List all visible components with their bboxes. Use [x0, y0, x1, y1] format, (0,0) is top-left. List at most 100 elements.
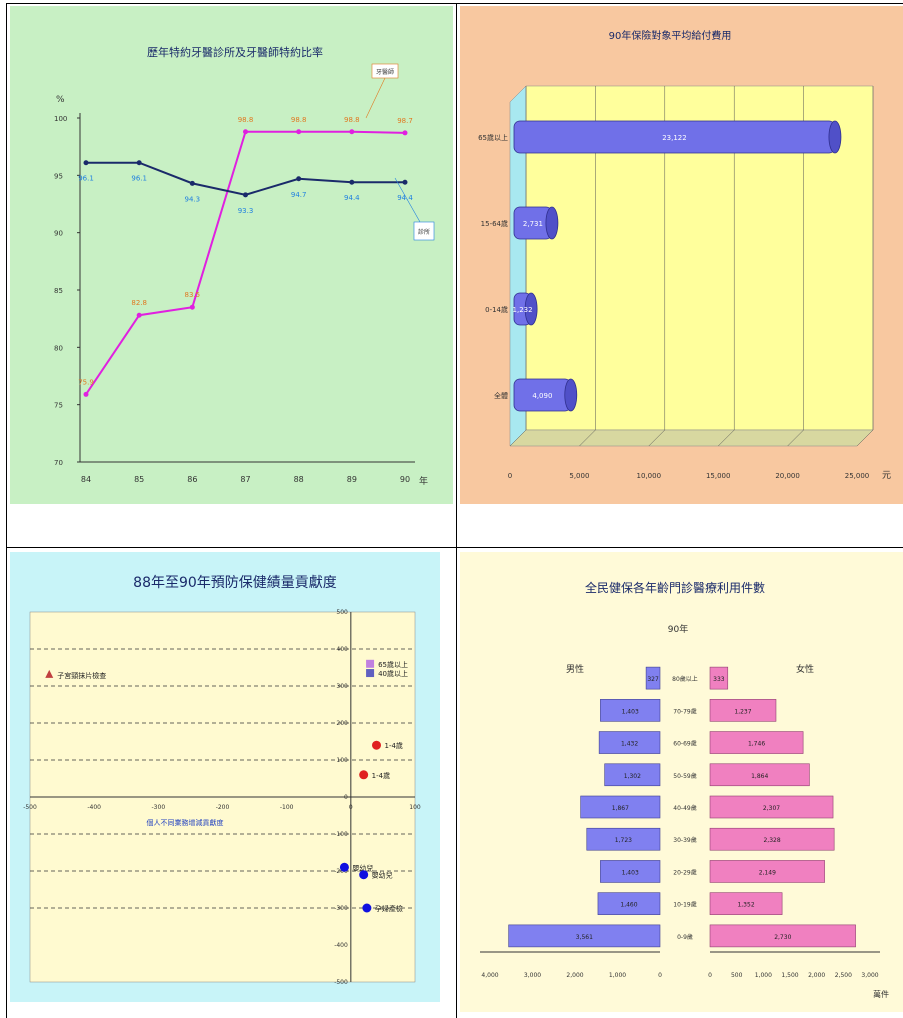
- scatter-y-tick-label: 100: [336, 757, 348, 764]
- pyramid-female-bar: [709, 666, 729, 690]
- pyramid-female-bar: [709, 892, 783, 915]
- line-point: [136, 160, 142, 166]
- scatter-point: [362, 903, 372, 913]
- scatter-chart-title: 88年至90年預防保健績量貢獻度: [133, 575, 337, 591]
- pyramid-female-bar: [709, 763, 810, 787]
- hbar-chart-xunit: 元: [882, 471, 891, 481]
- line-data-label: 98.7: [397, 117, 413, 125]
- line-data-label: 98.8: [238, 116, 254, 124]
- hbar-data-label: 1,232: [513, 306, 533, 314]
- pyramid-chart-title: 全民健保各年齡門診醫療利用件數: [585, 580, 765, 595]
- line-data-label: 94.4: [344, 194, 360, 202]
- pyramid-male-bar: [598, 731, 661, 754]
- line-data-label: 93.3: [238, 207, 254, 215]
- line-chart-y-tick-label: 100: [54, 115, 67, 123]
- pyramid-female-bar: [709, 731, 804, 754]
- scatter-y-tick-label: -100: [334, 831, 348, 838]
- pyramid-male-bar: [508, 924, 661, 948]
- hbar-data-label: 4,090: [532, 392, 552, 400]
- pyramid-male-bar: [600, 699, 661, 722]
- hbar-category-label: 全體: [494, 391, 508, 400]
- scatter-y-tick-label: -200: [334, 868, 348, 875]
- hbar-floor: [509, 429, 874, 447]
- scatter-point: [359, 770, 369, 780]
- pyramid-female-label: 2,149: [759, 869, 776, 876]
- frame-left-border: [6, 3, 7, 1018]
- line-point: [402, 130, 408, 136]
- pyramid-female-label: 2,730: [774, 934, 791, 941]
- scatter-point: [366, 659, 375, 668]
- line-chart-ylabel: %: [56, 95, 65, 105]
- pyramid-age-label: 60-69歲: [673, 740, 696, 748]
- hbar-chart: 90年保險對象平均給付費用 23,122 2,731 1,232 4,090 0 5,0…: [478, 29, 891, 481]
- line-point: [136, 312, 142, 318]
- line-chart-y-tick-label: 75: [54, 402, 63, 410]
- pyramid-female-label: 2,328: [763, 837, 780, 844]
- pyramid-right-tick-label: 1,000: [755, 972, 772, 979]
- line-chart-panel: 歷年特約牙醫診所及牙醫師特約比率 % 年 100 95 90 85 80 75 70 84 85…: [10, 6, 453, 504]
- pyramid-female-bar: [709, 699, 777, 722]
- line-point: [243, 129, 248, 135]
- scatter-x-tick-label: -200: [216, 804, 230, 811]
- hbar-x-tick-label: 10,000: [637, 472, 662, 480]
- line-chart: 歷年特約牙醫診所及牙醫師特約比率 % 年 100 95 90 85 80 75 70 84 85…: [54, 45, 435, 487]
- pyramid-male-bar: [597, 892, 661, 915]
- line-point: [349, 179, 355, 185]
- line-data-label: 96.1: [78, 175, 94, 183]
- legend-box-series-2: [413, 221, 435, 241]
- pyramid-age-label: 30-39歲: [673, 836, 696, 844]
- scatter-x-tick-label: 0: [349, 804, 353, 811]
- pyramid-right-label: 女性: [796, 663, 814, 675]
- pyramid-chart-subtitle: 90年: [668, 623, 688, 635]
- scatter-y-tick-label: 300: [336, 683, 348, 690]
- pyramid-male-label: 1,432: [621, 741, 638, 748]
- pyramid-xunit: 萬件: [873, 989, 889, 999]
- pyramid-left-tick-label: 2,000: [566, 972, 583, 979]
- scatter-x-tick-label: 100: [409, 804, 421, 811]
- hbar-floor-gridline: [718, 429, 735, 447]
- pyramid-age-label: 70-79歲: [673, 707, 696, 715]
- line-data-label: 98.8: [291, 116, 307, 124]
- line-chart-y-tick-label: 70: [54, 459, 63, 467]
- pyramid-female-bar: [709, 827, 835, 851]
- legend-leader-series-1: [365, 77, 386, 119]
- line-chart-x-tick-label: 84: [81, 475, 91, 484]
- pyramid-female-label: 1,746: [748, 741, 765, 748]
- scatter-x-tick-label: -500: [23, 804, 37, 811]
- scatter-chart-note: 個人不同業務增減貢獻度: [147, 818, 224, 827]
- scatter-point-label: 孕婦產檢: [375, 904, 403, 913]
- hbar-bar-cap: [545, 206, 559, 240]
- hbar-data-label: 23,122: [662, 134, 687, 142]
- pyramid-female-label: 1,237: [734, 708, 751, 715]
- line-chart-xlabel: 年: [419, 475, 428, 487]
- pyramid-chart-panel: 全民健保各年齡門診醫療利用件數 90年 男性 女性 327 333 80歲以上 1,4…: [460, 552, 903, 1012]
- pyramid-left-label: 男性: [566, 663, 584, 675]
- pyramid-female-bar: [709, 924, 856, 948]
- hbar-category-label: 15-64歲: [481, 219, 508, 228]
- pyramid-female-label: 333: [713, 676, 725, 683]
- line-chart-y-tick-label: 95: [54, 172, 63, 180]
- pyramid-male-label: 327: [647, 676, 659, 683]
- pyramid-male-label: 3,561: [576, 934, 593, 941]
- pyramid-male-label: 1,723: [615, 837, 632, 844]
- hbar-floor-gridline: [509, 429, 527, 447]
- line-data-label: 94.3: [185, 195, 201, 203]
- scatter-y-tick-label: -500: [334, 979, 348, 986]
- scatter-point-label: 65歲以上: [378, 660, 408, 669]
- pyramid-age-label: 0-9歲: [677, 933, 693, 941]
- line-chart-x-tick-label: 87: [240, 475, 250, 484]
- pyramid-right-tick-label: 2,000: [808, 972, 825, 979]
- scatter-point-label: 1-4歲: [385, 741, 403, 750]
- scatter-x-tick-label: -100: [280, 804, 294, 811]
- pyramid-male-label: 1,460: [620, 902, 637, 909]
- line-series-1: [85, 130, 406, 395]
- pyramid-left-tick-label: 0: [658, 972, 662, 979]
- pyramid-male-bar: [645, 666, 661, 690]
- line-data-label: 75.9: [78, 378, 94, 386]
- hbar-category-label: 0-14歲: [485, 305, 508, 314]
- scatter-y-tick-label: -300: [334, 905, 348, 912]
- hbar-bar-cap: [828, 120, 842, 154]
- line-chart-x-tick-label: 86: [187, 475, 197, 484]
- frame-middle-divider: [6, 547, 903, 548]
- pyramid-age-label: 40-49歲: [673, 804, 696, 812]
